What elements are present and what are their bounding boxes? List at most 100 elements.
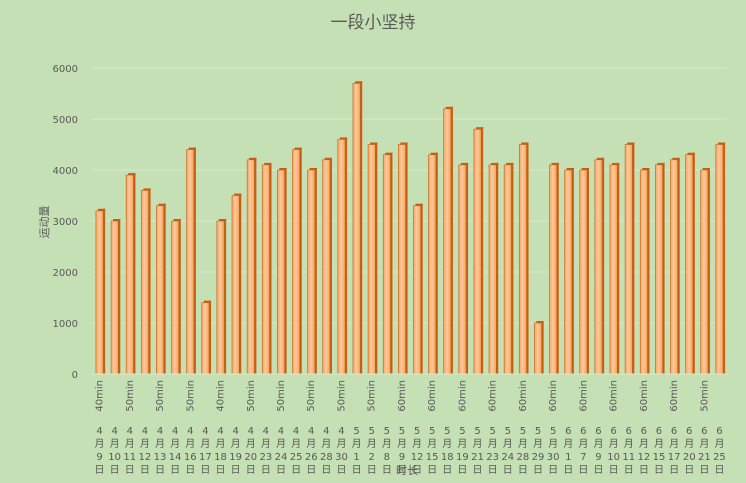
duration-label: 50min xyxy=(699,380,710,412)
x-tick-part: 6 xyxy=(565,426,571,437)
bar xyxy=(277,168,287,375)
bar-face xyxy=(443,108,452,375)
x-tick-label: 6月 21 日 xyxy=(698,426,711,476)
x-tick-part: 9 xyxy=(399,452,405,463)
bar-top xyxy=(143,188,151,191)
bar-top xyxy=(536,321,544,323)
bar-face xyxy=(549,164,558,375)
x-tick-part: 月 xyxy=(231,438,241,450)
bar-side xyxy=(481,127,484,374)
bar-face xyxy=(428,154,437,375)
bar xyxy=(624,142,635,375)
bar-face xyxy=(534,322,542,375)
bar-side xyxy=(647,168,650,374)
x-tick-part: 日 xyxy=(261,465,271,476)
x-tick-part: 6 xyxy=(671,426,677,437)
x-tick-part: 月 xyxy=(488,438,498,450)
x-tick-part: 4 xyxy=(263,426,269,437)
x-tick-part: 月 xyxy=(609,438,619,450)
x-tick-part: 日 xyxy=(503,465,513,476)
x-tick-label: 4月 14 日 xyxy=(169,426,182,476)
x-tick-part: 月 xyxy=(639,438,649,450)
bar-side xyxy=(662,162,665,374)
x-tick-part: 日 xyxy=(382,465,392,476)
x-tick-label: 5月 15 日 xyxy=(426,426,439,476)
x-tick-part: 日 xyxy=(231,465,241,476)
bar-side xyxy=(677,157,680,374)
x-tick-part: 5 xyxy=(489,426,495,437)
bar-top xyxy=(687,152,695,155)
x-tick-label: 6月 15 日 xyxy=(653,426,666,476)
x-tick-part: 16 xyxy=(184,452,197,463)
bar-top xyxy=(264,162,272,165)
bar-face xyxy=(594,159,603,375)
duration-label: 50min xyxy=(125,380,136,412)
bar xyxy=(95,208,106,375)
x-tick-part: 月 xyxy=(367,438,377,450)
x-tick-part: 月 xyxy=(95,438,105,450)
bar-top xyxy=(279,168,287,170)
x-tick-part: 日 xyxy=(427,465,437,476)
x-tick-label: 5月 2 日 xyxy=(367,426,377,476)
bar-face xyxy=(700,169,709,375)
bar xyxy=(549,162,559,375)
x-tick-label: 4月 24 日 xyxy=(275,426,288,476)
bar-side xyxy=(602,157,605,374)
x-tick-label: 5月 29 日 xyxy=(532,426,545,476)
x-tick-part: 日 xyxy=(639,465,649,476)
x-tick-part: 日 xyxy=(367,465,377,476)
bar-top xyxy=(370,142,378,145)
x-tick-part: 6 xyxy=(656,426,662,437)
bar xyxy=(473,127,484,375)
bar-face xyxy=(246,159,255,375)
x-tick-part: 6 xyxy=(641,426,647,437)
x-tick-part: 日 xyxy=(336,465,346,476)
bar xyxy=(579,168,589,375)
bar-top xyxy=(249,157,257,160)
bar-face xyxy=(564,169,573,375)
x-tick-part: 5 xyxy=(353,426,359,437)
bar-face xyxy=(201,302,210,375)
bar xyxy=(534,321,544,375)
x-tick-part: 月 xyxy=(457,438,467,450)
bar-face xyxy=(473,128,482,375)
x-tick-part: 26 xyxy=(305,452,318,463)
bar-top xyxy=(339,137,348,140)
x-tick-label: 4月 26 日 xyxy=(305,426,318,476)
x-tick-part: 月 xyxy=(518,438,528,450)
x-tick-part: 5 xyxy=(520,426,526,437)
bar-side xyxy=(692,152,695,374)
duration-label: 50min xyxy=(306,380,317,412)
bar-top xyxy=(203,300,212,303)
bar-side xyxy=(526,142,529,374)
x-tick-label: 6月 10 日 xyxy=(607,426,620,476)
bar-face xyxy=(639,169,648,375)
x-tick-part: 5 xyxy=(550,426,556,437)
x-tick-part: 日 xyxy=(155,465,165,476)
bar xyxy=(322,157,332,375)
x-tick-part: 日 xyxy=(669,465,679,476)
x-tick-part: 4 xyxy=(142,426,148,437)
bar xyxy=(156,203,166,375)
x-tick-part: 21 xyxy=(698,452,711,463)
x-tick-part: 5 xyxy=(384,426,390,437)
bar-top xyxy=(672,157,680,160)
x-tick-part: 17 xyxy=(668,452,681,463)
bar xyxy=(171,219,181,375)
x-tick-part: 月 xyxy=(563,438,573,450)
bar xyxy=(216,219,227,375)
x-tick-part: 8 xyxy=(384,452,390,463)
bar-face xyxy=(95,210,104,375)
x-tick-label: 4月 13 日 xyxy=(154,426,167,476)
x-tick-part: 13 xyxy=(154,452,167,463)
x-tick-label: 4月 12 日 xyxy=(139,426,152,476)
x-tick-part: 4 xyxy=(308,426,314,437)
bar-top xyxy=(611,162,620,165)
bar-side xyxy=(209,300,212,374)
bar-side xyxy=(707,168,710,374)
x-tick-part: 4 xyxy=(127,426,133,437)
bar-face xyxy=(216,220,225,375)
x-tick-part: 6 xyxy=(626,426,632,437)
x-tick-part: 28 xyxy=(320,452,333,463)
